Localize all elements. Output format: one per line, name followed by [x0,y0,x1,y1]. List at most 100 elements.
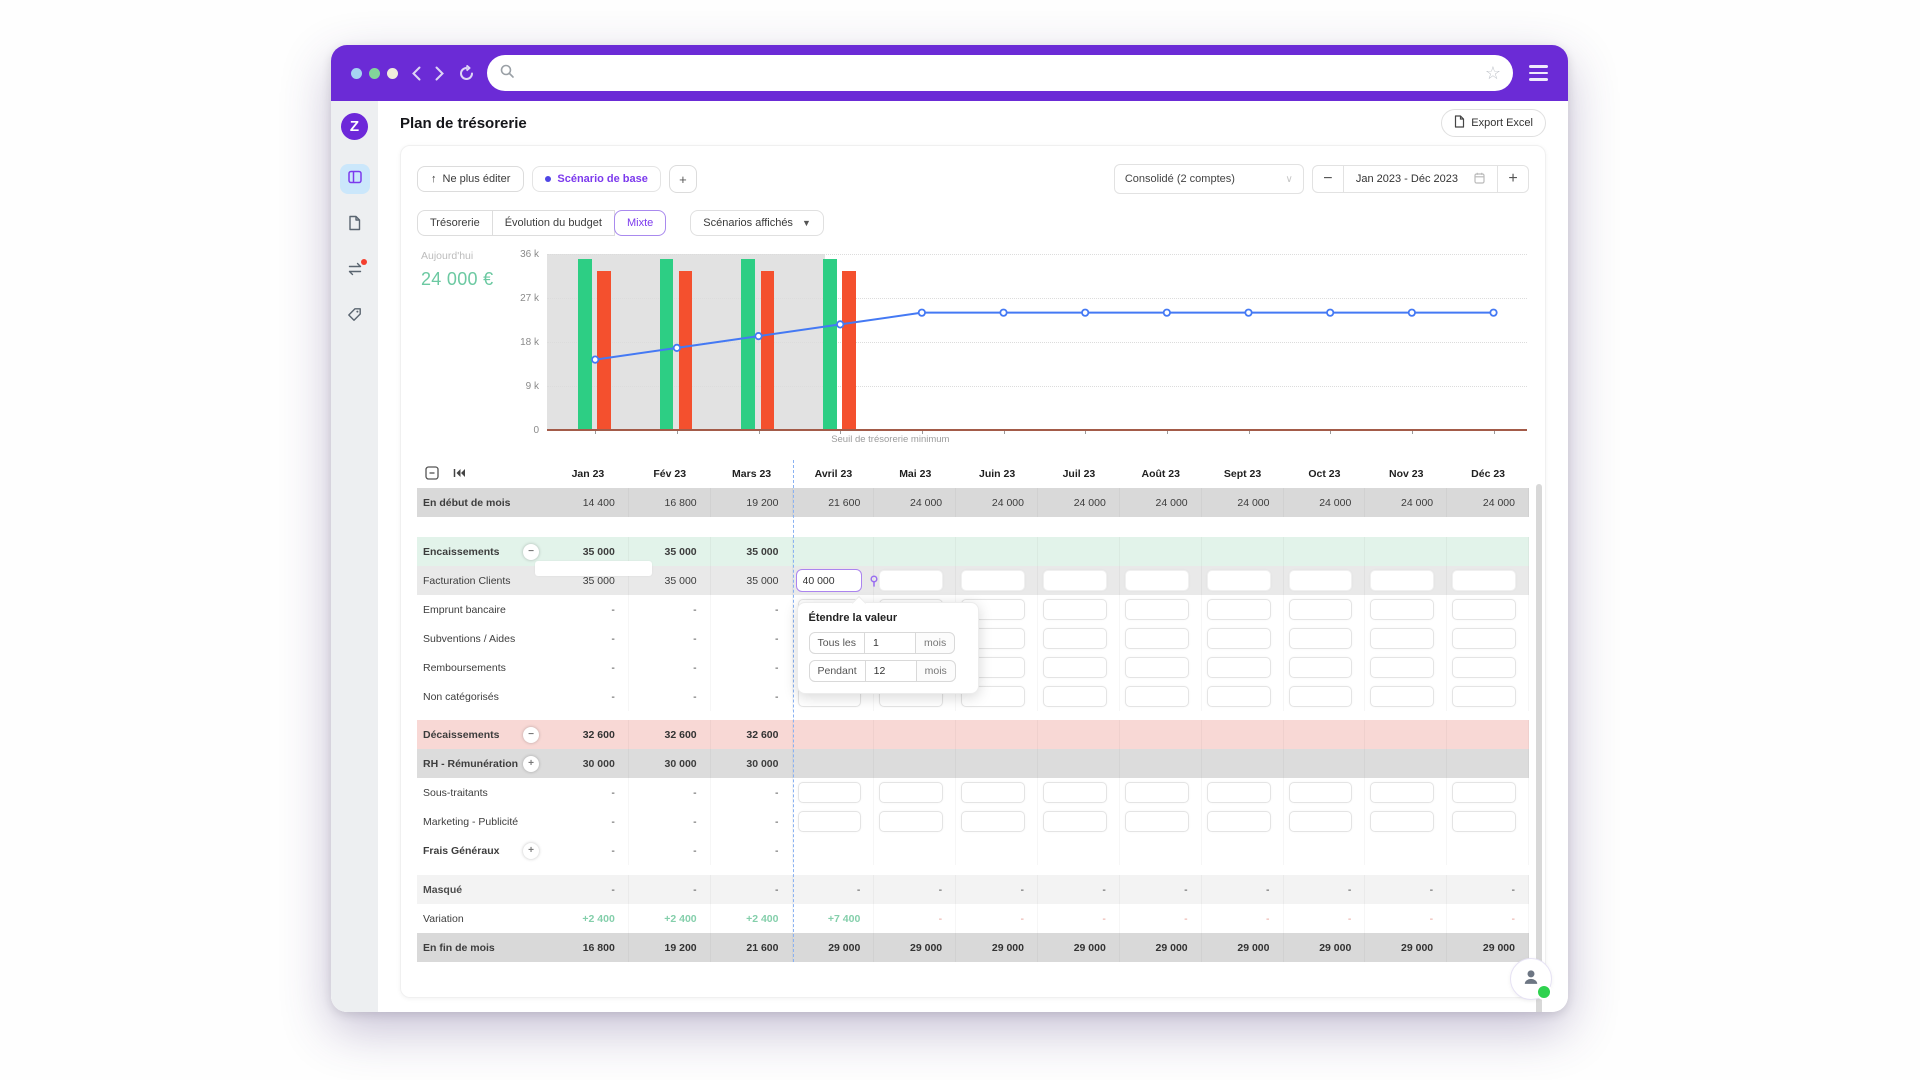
empty-value-input[interactable] [1370,782,1435,803]
empty-value-input[interactable] [1452,686,1516,707]
empty-value-input[interactable] [1124,628,1189,649]
window-controls[interactable] [351,67,398,79]
popup-every-input[interactable]: 1 [864,632,917,654]
empty-value-input[interactable] [1206,599,1271,620]
scenarios-displayed-dropdown[interactable]: Scénarios affichés ▼ [690,210,824,236]
collapse-all-icon[interactable] [425,465,439,483]
empty-value-input[interactable] [1124,657,1189,678]
empty-value-input[interactable] [1452,811,1516,832]
empty-value-input[interactable] [1124,570,1189,591]
empty-value-input[interactable] [1288,782,1353,803]
window-control-dot[interactable] [351,67,362,79]
window-control-dot[interactable] [369,67,380,79]
cell-value: 24 000 [1073,496,1106,509]
empty-value-input[interactable] [1043,657,1107,678]
empty-value-input[interactable] [1043,628,1107,649]
stop-editing-button[interactable]: ↑ Ne plus éditer [417,166,525,192]
address-input[interactable] [515,64,1477,82]
forward-icon[interactable] [435,66,444,81]
app-logo[interactable]: Z [341,113,368,140]
empty-value-input[interactable] [1124,811,1189,832]
value-cell: 19 200 [629,933,711,962]
empty-value-input[interactable] [1043,686,1107,707]
empty-value-input[interactable] [961,811,1025,832]
support-avatar-button[interactable] [1510,958,1552,1000]
empty-value-input[interactable] [1452,628,1516,649]
range-minus-button[interactable]: − [1311,165,1344,193]
cell-value: +2 400 [582,912,615,925]
empty-value-input[interactable] [879,570,944,591]
browser-menu-icon[interactable] [1529,65,1548,81]
empty-value-input[interactable] [1288,628,1353,649]
cell-value: +7 400 [827,912,861,925]
range-plus-button[interactable]: + [1497,165,1529,193]
empty-value-input[interactable] [1206,686,1271,707]
empty-value-input[interactable] [1124,782,1189,803]
jump-to-start-icon[interactable] [453,468,466,481]
add-scenario-button[interactable]: + [668,165,697,193]
empty-value-input[interactable] [1370,570,1435,591]
empty-value-input[interactable] [1206,628,1271,649]
empty-value-input[interactable] [961,686,1025,707]
value-cell: - [711,778,793,807]
empty-value-input[interactable] [961,782,1025,803]
extend-value-pin-icon[interactable] [868,574,880,590]
empty-value-input[interactable] [1452,570,1516,591]
empty-value-input[interactable] [797,811,862,832]
empty-value-input[interactable] [797,782,862,803]
collapse-section-button[interactable]: − [523,543,539,560]
empty-value-input[interactable] [1452,599,1516,620]
popup-during-input[interactable]: 12 [864,660,917,682]
empty-value-input[interactable] [1124,599,1189,620]
empty-value-input[interactable] [1288,686,1353,707]
empty-value-input[interactable] [1288,657,1353,678]
empty-value-input[interactable] [1206,657,1271,678]
empty-value-input[interactable] [1043,811,1107,832]
empty-value-input[interactable] [879,811,944,832]
date-range-field[interactable]: Jan 2023 - Déc 2023 [1343,165,1497,193]
sidebar-item-tableau[interactable] [339,164,370,194]
floating-input-box[interactable] [535,561,652,576]
empty-value-input[interactable] [1370,686,1435,707]
back-icon[interactable] [412,66,421,81]
address-bar[interactable]: ☆ [487,55,1513,91]
row-label: Décaissements [423,728,500,741]
empty-value-input[interactable] [1452,657,1516,678]
empty-value-input[interactable] [961,570,1025,591]
scenario-tab[interactable]: Scénario de base [532,166,661,192]
empty-value-input[interactable] [1370,628,1435,649]
value-input[interactable] [795,569,863,592]
expand-section-button[interactable]: + [523,755,539,772]
x-axis-tick [1166,430,1168,434]
window-control-dot[interactable] [387,67,398,79]
empty-value-input[interactable] [1124,686,1189,707]
sidebar-item-transactions[interactable] [340,256,370,286]
empty-value-input[interactable] [1370,811,1435,832]
empty-value-input[interactable] [1288,599,1353,620]
empty-value-input[interactable] [1206,782,1271,803]
empty-value-input[interactable] [1043,782,1107,803]
sidebar-item-documents[interactable] [340,210,370,240]
empty-value-input[interactable] [1370,599,1435,620]
empty-value-input[interactable] [1452,782,1516,803]
empty-value-input[interactable] [1288,811,1353,832]
empty-value-input[interactable] [1043,599,1107,620]
tab-tresorerie[interactable]: Trésorerie [417,210,493,236]
empty-value-input[interactable] [1288,570,1353,591]
sidebar-item-categories[interactable] [340,302,370,332]
export-excel-button[interactable]: Export Excel [1441,109,1546,137]
collapse-section-button[interactable]: − [523,726,539,743]
empty-value-input[interactable] [1206,570,1271,591]
expand-section-button[interactable]: + [523,842,539,859]
empty-value-input[interactable] [879,782,944,803]
empty-value-input[interactable] [1206,811,1271,832]
reload-icon[interactable] [458,64,475,82]
account-select[interactable]: Consolidé (2 comptes) ∨ [1113,164,1304,194]
tab-mixte[interactable]: Mixte [613,210,667,236]
empty-value-input[interactable] [1043,570,1107,591]
tab-evolution-budget[interactable]: Évolution du budget [491,210,615,236]
vertical-scrollbar[interactable] [1536,484,1542,1012]
empty-value-input[interactable] [1370,657,1435,678]
today-balance: 24 000 € [421,269,494,289]
bookmark-star-icon[interactable]: ☆ [1484,63,1501,83]
